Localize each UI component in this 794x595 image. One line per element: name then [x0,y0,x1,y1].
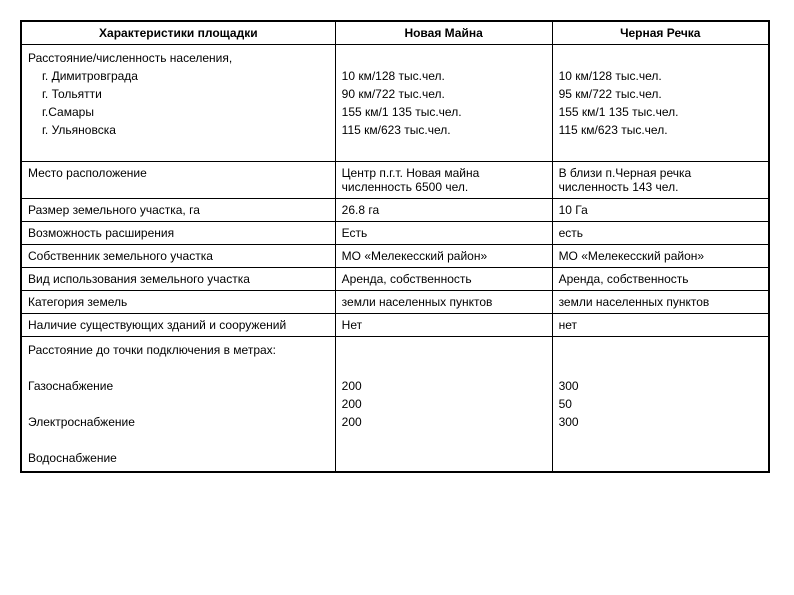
cell-site2: есть [552,222,769,245]
cell-site1: Аренда, собственность [335,268,552,291]
table-row: Наличие существующих зданий и сооружений… [21,314,769,337]
cell-characteristic: Место расположение [21,162,335,199]
cell-site1: 10 км/128 тыс.чел. 90 км/722 тыс.чел. 15… [335,45,552,162]
table-header-row: Характеристики площадки Новая Майна Черн… [21,21,769,45]
cell-characteristic: Наличие существующих зданий и сооружений [21,314,335,337]
text-line [559,359,762,377]
text-line [28,395,329,413]
cell-site1: 200 200 200 [335,337,552,473]
text-line: Электроснабжение [28,413,329,431]
table-row: Собственник земельного участка МО «Мелек… [21,245,769,268]
text-line [342,449,546,467]
text-line [342,341,546,359]
text-line: г.Самары [28,103,329,121]
cell-site1: 26.8 га [335,199,552,222]
text-line [28,139,329,157]
cell-site1: Есть [335,222,552,245]
text-line [559,139,762,157]
text-line: 300 [559,377,762,395]
table-body: Расстояние/численность населения, г. Дим… [21,45,769,473]
text-line: 200 [342,377,546,395]
cell-characteristic: Расстояние до точки подключения в метрах… [21,337,335,473]
text-line: 200 [342,395,546,413]
table-row: Размер земельного участка, га 26.8 га 10… [21,199,769,222]
table-row: Вид использования земельного участка Аре… [21,268,769,291]
cell-site2: 300 50 300 [552,337,769,473]
table-row: Расстояние до точки подключения в метрах… [21,337,769,473]
text-line: 155 км/1 135 тыс.чел. [342,103,546,121]
text-line: 300 [559,413,762,431]
text-line: 200 [342,413,546,431]
cell-characteristic: Вид использования земельного участка [21,268,335,291]
table-row: Возможность расширения Есть есть [21,222,769,245]
text-line [342,139,546,157]
text-line: 90 км/722 тыс.чел. [342,85,546,103]
cell-site2: МО «Мелекесский район» [552,245,769,268]
cell-characteristic: Расстояние/численность населения, г. Дим… [21,45,335,162]
text-line: г. Тольятти [28,85,329,103]
cell-site2: 10 км/128 тыс.чел. 95 км/722 тыс.чел. 15… [552,45,769,162]
text-line: г. Димитровграда [28,67,329,85]
text-line [559,449,762,467]
text-line [559,341,762,359]
text-line: 10 км/128 тыс.чел. [342,67,546,85]
table-row: Место расположение Центр п.г.т. Новая ма… [21,162,769,199]
header-site1: Новая Майна [335,21,552,45]
cell-site2: Аренда, собственность [552,268,769,291]
text-line: 95 км/722 тыс.чел. [559,85,762,103]
cell-site1: Центр п.г.т. Новая майна численность 650… [335,162,552,199]
text-line: 10 км/128 тыс.чел. [559,67,762,85]
cell-site1: Нет [335,314,552,337]
text-line: 115 км/623 тыс.чел. [342,121,546,139]
cell-site1: МО «Мелекесский район» [335,245,552,268]
cell-site1: земли населенных пунктов [335,291,552,314]
text-line [559,431,762,449]
text-line: Расстояние/численность населения, [28,49,329,67]
text-line: Расстояние до точки подключения в метрах… [28,341,329,359]
text-line: г. Ульяновска [28,121,329,139]
header-site2: Черная Речка [552,21,769,45]
cell-site2: нет [552,314,769,337]
text-line: Водоснабжение [28,449,329,467]
text-line: 50 [559,395,762,413]
text-line [342,49,546,67]
text-line [342,359,546,377]
text-line [28,431,329,449]
table-row: Расстояние/численность населения, г. Дим… [21,45,769,162]
cell-site2: 10 Га [552,199,769,222]
header-characteristics: Характеристики площадки [21,21,335,45]
cell-characteristic: Собственник земельного участка [21,245,335,268]
cell-characteristic: Категория земель [21,291,335,314]
cell-characteristic: Возможность расширения [21,222,335,245]
text-line: 115 км/623 тыс.чел. [559,121,762,139]
table-row: Категория земель земли населенных пункто… [21,291,769,314]
cell-site2: В близи п.Черная речка численность 143 ч… [552,162,769,199]
text-line [559,49,762,67]
cell-site2: земли населенных пунктов [552,291,769,314]
site-characteristics-table: Характеристики площадки Новая Майна Черн… [20,20,770,473]
text-line: 155 км/1 135 тыс.чел. [559,103,762,121]
text-line: Газоснабжение [28,377,329,395]
text-line [28,359,329,377]
cell-characteristic: Размер земельного участка, га [21,199,335,222]
text-line [342,431,546,449]
